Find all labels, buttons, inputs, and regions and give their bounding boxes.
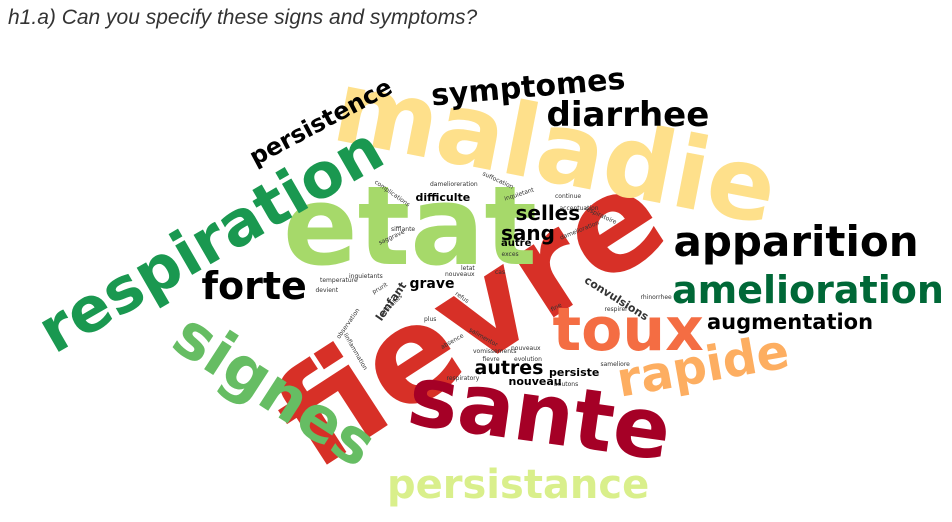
question-title: h1.a) Can you specify these signs and sy… [8,6,478,29]
word-boutons: boutons [554,381,579,388]
word-nouveaux: nouveaux [445,271,475,278]
word-rhinorrhee: rhinorrhee [640,294,672,301]
word-apparition: apparition [673,217,919,266]
word-nouveaux: nouveaux [511,345,541,352]
word-respirer: respirer [604,306,628,313]
word-damelioreration: damelioreration [430,181,478,188]
word-autres: autres [474,356,544,379]
word-grave: grave [409,276,455,292]
word-temperature: temperature [320,277,358,284]
word-letat: letat [461,265,475,272]
word-selles: selles [515,201,581,225]
word-exces: exces [501,251,519,258]
word-fievre: fievre [482,356,500,363]
word-augmentation: augmentation [707,309,874,334]
word-vomissements: vomissements [473,348,517,355]
word-inquietants: inquietants [349,273,383,280]
word-sameliore: sameliore [600,361,630,368]
word-difficulte: difficulte [415,190,471,204]
word-continue: continue [555,193,582,200]
word-evolution: evolution [514,356,542,363]
word-sifflante: sifflante [391,226,416,233]
word-amelioration: amelioration [672,268,944,312]
word-sang: sang [501,221,555,245]
word-autre: autre [501,238,532,249]
word-persiste: persiste [549,365,600,379]
word-diarrhee: diarrhee [546,95,710,135]
word-etat: etat [283,162,537,290]
word-cas: cas [495,269,506,276]
word-accentuation: accentuation [559,205,599,212]
word-toux: toux [552,295,704,365]
word-plus: plus [424,316,437,323]
word-forte: forte [201,264,307,308]
word-persistance: persistance [387,462,650,508]
word-respiratory: respiratory [446,375,480,382]
word-devient: devient [315,287,339,294]
word-nouveau: nouveau [508,374,562,388]
